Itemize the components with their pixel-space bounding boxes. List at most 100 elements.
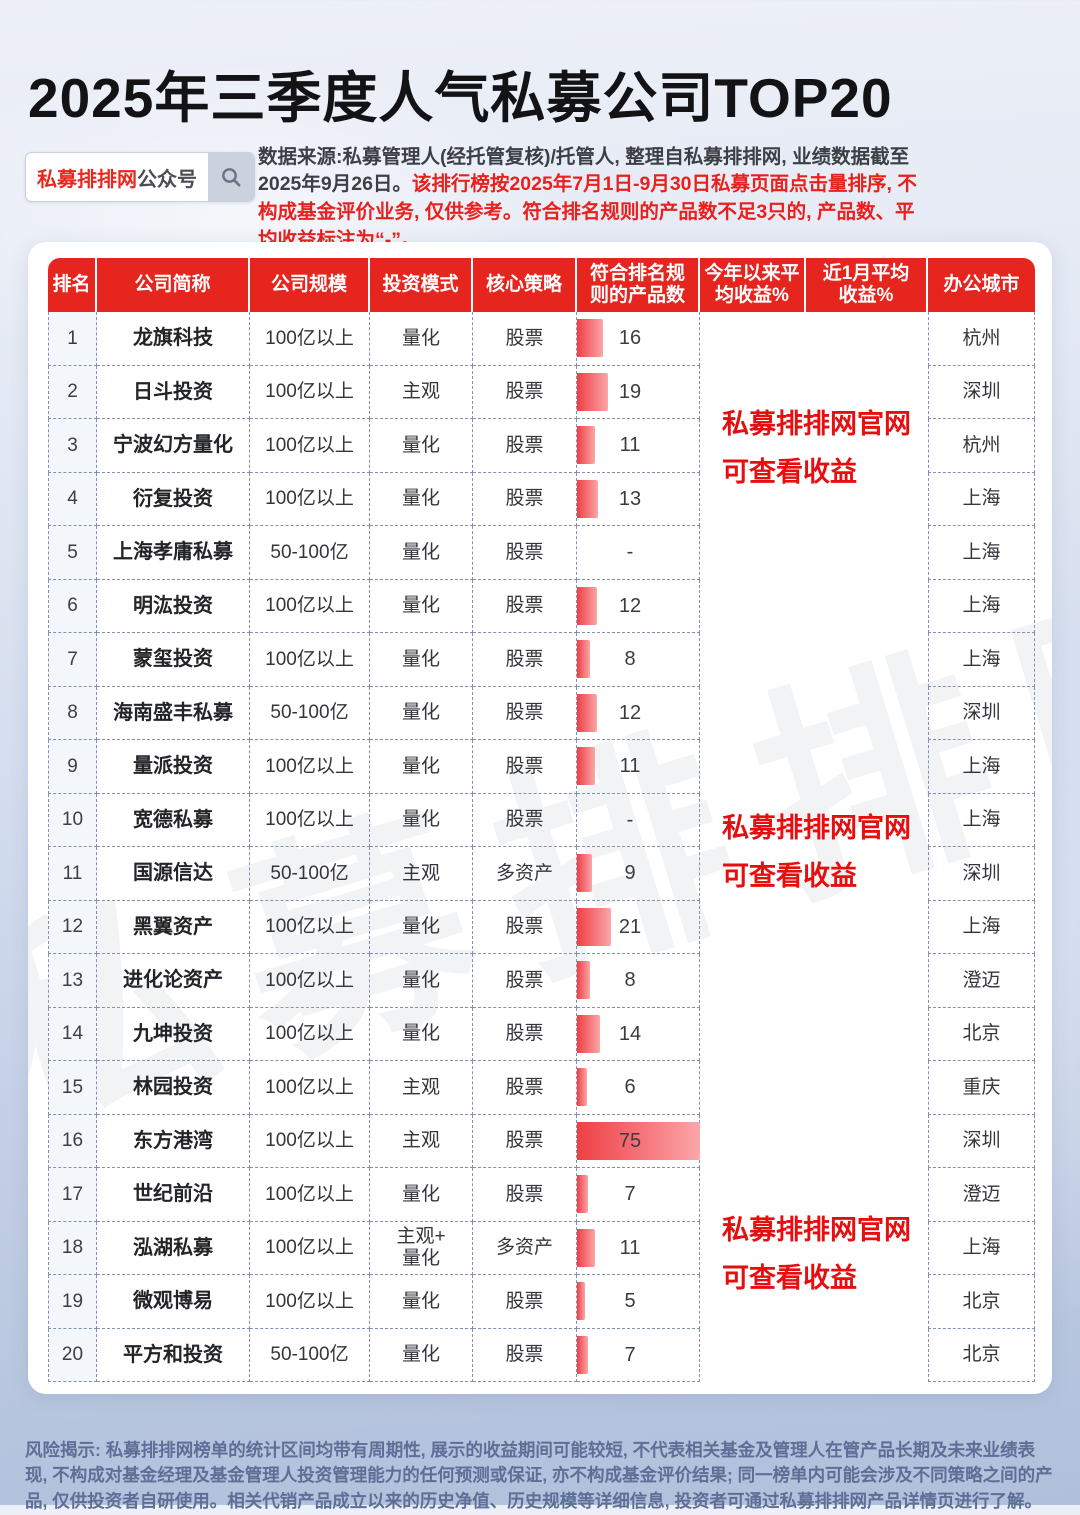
rank-cell: 1	[48, 312, 97, 366]
one-month-return-cell	[806, 1008, 928, 1062]
office-city-cell: 上海	[928, 633, 1035, 687]
core-strategy-cell: 股票	[473, 1115, 577, 1169]
office-city-cell: 重庆	[928, 1061, 1035, 1115]
company-name-cell: 量派投资	[97, 740, 250, 794]
company-scale-cell: 50-100亿	[250, 526, 370, 580]
promo-line-2: 可查看收益	[722, 852, 952, 900]
rank-cell: 11	[48, 847, 97, 901]
header-cell-7: 近1月平均 收益%	[806, 258, 928, 312]
rank-cell: 6	[48, 580, 97, 634]
product-count-value: 5	[611, 1275, 649, 1328]
investment-mode-cell: 量化	[370, 1329, 473, 1383]
product-count-bar	[577, 961, 590, 999]
ytd-return-cell	[700, 1008, 806, 1062]
promo-line-1: 私募排排网官网	[722, 804, 952, 852]
product-count-value: 14	[611, 1008, 649, 1061]
ytd-return-cell	[700, 580, 806, 634]
core-strategy-cell: 股票	[473, 312, 577, 366]
product-count-bar	[577, 908, 611, 946]
company-name-cell: 林园投资	[97, 1061, 250, 1115]
ytd-return-cell	[700, 312, 806, 366]
promo-line-2: 可查看收益	[722, 448, 952, 496]
promo-line-1: 私募排排网官网	[722, 1206, 952, 1254]
product-count-cell: 8	[577, 633, 700, 687]
product-count-value: 11	[611, 1222, 649, 1275]
product-count-value: 16	[611, 312, 649, 365]
office-city-cell: 深圳	[928, 1115, 1035, 1169]
core-strategy-cell: 股票	[473, 794, 577, 848]
one-month-return-cell	[806, 580, 928, 634]
company-scale-cell: 100亿以上	[250, 1061, 370, 1115]
company-scale-cell: 100亿以上	[250, 794, 370, 848]
product-count-value: 21	[611, 901, 649, 954]
rank-cell: 14	[48, 1008, 97, 1062]
product-count-value: 12	[611, 580, 649, 633]
company-name-cell: 日斗投资	[97, 366, 250, 420]
promo-overlay-1: 私募排排网官网 可查看收益	[722, 400, 952, 496]
company-scale-cell: 50-100亿	[250, 847, 370, 901]
investment-mode-cell: 主观	[370, 1061, 473, 1115]
product-count-cell: 9	[577, 847, 700, 901]
product-count-cell: 6	[577, 1061, 700, 1115]
core-strategy-cell: 股票	[473, 954, 577, 1008]
core-strategy-cell: 股票	[473, 526, 577, 580]
promo-overlay-2: 私募排排网官网 可查看收益	[722, 804, 952, 900]
investment-mode-cell: 主观	[370, 366, 473, 420]
product-count-value: 8	[611, 633, 649, 686]
promo-overlay-3: 私募排排网官网 可查看收益	[722, 1206, 952, 1302]
wechat-account-search-box[interactable]: 私募排排网 公众号	[25, 152, 255, 202]
investment-mode-cell: 量化	[370, 687, 473, 741]
page-title: 2025年三季度人气私募公司TOP20	[28, 67, 1048, 130]
product-count-value: 7	[611, 1168, 649, 1221]
one-month-return-cell	[806, 954, 928, 1008]
company-name-cell: 海南盛丰私募	[97, 687, 250, 741]
ytd-return-cell	[700, 526, 806, 580]
header-cell-6: 今年以来平 均收益%	[700, 258, 806, 312]
ranking-table-card: 私募排排网 排名公司简称公司规模投资模式核心策略符合排名规 则的产品数今年以来平…	[28, 242, 1052, 1394]
company-scale-cell: 100亿以上	[250, 1222, 370, 1276]
rank-cell: 13	[48, 954, 97, 1008]
company-scale-cell: 100亿以上	[250, 1275, 370, 1329]
one-month-return-cell	[806, 526, 928, 580]
search-icon	[219, 165, 243, 189]
office-city-cell: 北京	[928, 1008, 1035, 1062]
rank-cell: 3	[48, 419, 97, 473]
company-scale-cell: 100亿以上	[250, 740, 370, 794]
one-month-return-cell	[806, 1329, 928, 1383]
one-month-return-cell	[806, 687, 928, 741]
office-city-cell: 上海	[928, 740, 1035, 794]
product-count-cell: 12	[577, 687, 700, 741]
one-month-return-cell	[806, 740, 928, 794]
investment-mode-cell: 量化	[370, 419, 473, 473]
rank-cell: 2	[48, 366, 97, 420]
promo-line-1: 私募排排网官网	[722, 400, 952, 448]
company-name-cell: 龙旗科技	[97, 312, 250, 366]
product-count-value: -	[611, 526, 649, 579]
product-count-cell: 8	[577, 954, 700, 1008]
ytd-return-cell	[700, 1329, 806, 1383]
product-count-bar	[577, 854, 592, 892]
rank-cell: 16	[48, 1115, 97, 1169]
office-city-cell: 北京	[928, 1329, 1035, 1383]
product-count-cell: 11	[577, 1222, 700, 1276]
company-name-cell: 黑翼资产	[97, 901, 250, 955]
company-name-cell: 平方和投资	[97, 1329, 250, 1383]
core-strategy-cell: 股票	[473, 1329, 577, 1383]
product-count-bar	[577, 319, 603, 357]
ytd-return-cell	[700, 901, 806, 955]
product-count-bar	[577, 640, 590, 678]
product-count-cell: 21	[577, 901, 700, 955]
product-count-value: 6	[611, 1061, 649, 1114]
office-city-cell: 深圳	[928, 687, 1035, 741]
product-count-cell: 12	[577, 580, 700, 634]
investment-mode-cell: 主观	[370, 1115, 473, 1169]
product-count-cell: 7	[577, 1329, 700, 1383]
rank-cell: 12	[48, 901, 97, 955]
core-strategy-cell: 股票	[473, 901, 577, 955]
product-count-bar	[577, 1068, 587, 1106]
product-count-bar	[577, 694, 597, 732]
product-count-cell: 19	[577, 366, 700, 420]
search-button[interactable]	[208, 153, 254, 201]
header-cell-1: 公司简称	[97, 258, 250, 312]
company-name-cell: 宽德私募	[97, 794, 250, 848]
